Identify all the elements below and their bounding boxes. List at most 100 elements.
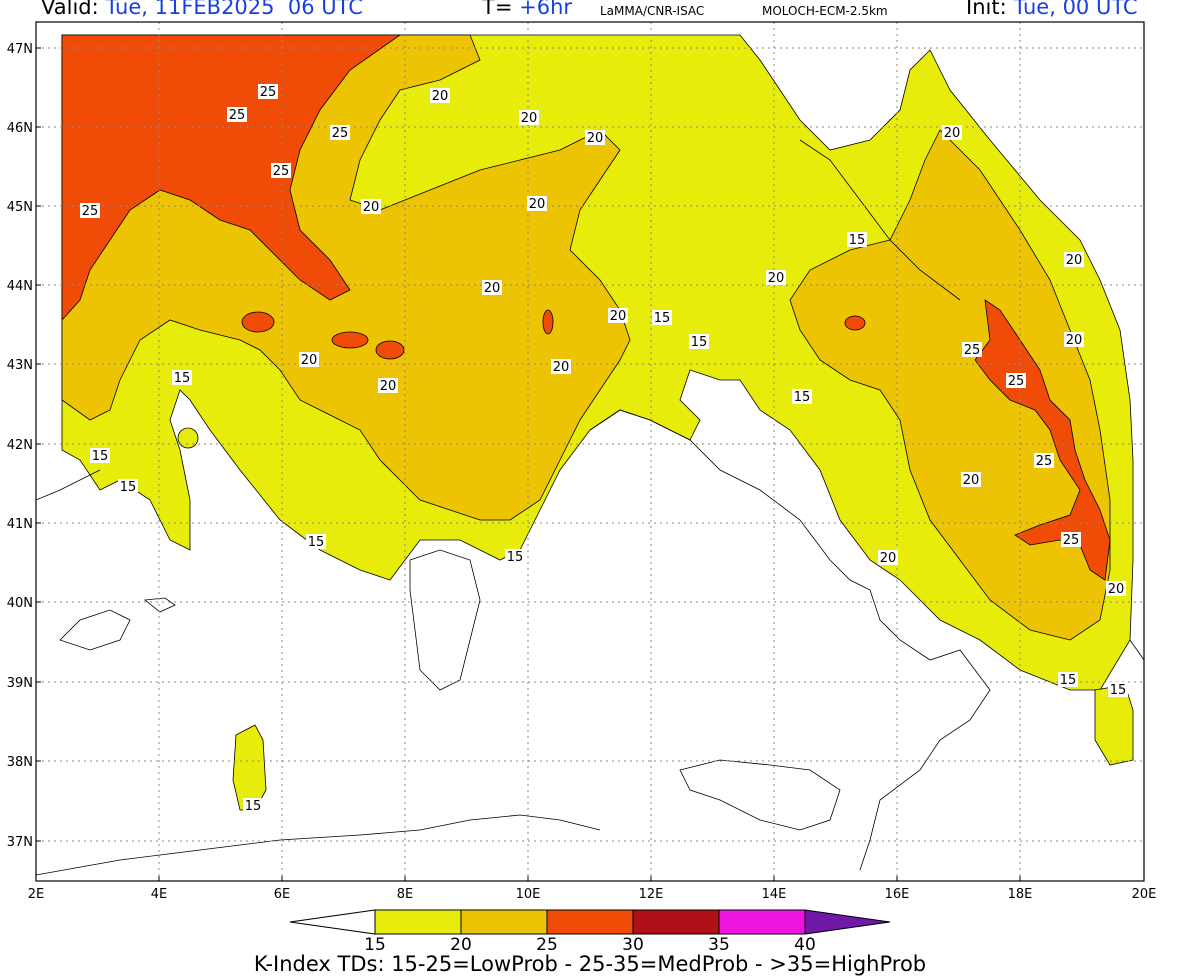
contour-value: 20 [553, 360, 570, 375]
forecast-step: T= +6hr [482, 0, 572, 20]
coastline-africa [36, 814, 601, 876]
map-frame [35, 21, 1145, 882]
contour-label: 20 [942, 125, 962, 141]
legend-caption: K-Index TDs: 15-25=LowProb - 25-35=MedPr… [253, 952, 927, 976]
contour-label: 15 [689, 334, 709, 350]
lat-tick-label: 37N [7, 835, 33, 850]
coastline-adriatic-east [799, 139, 961, 301]
contour-value: 20 [610, 309, 627, 324]
coastline-sardinia [409, 549, 481, 691]
contour-label: 20 [430, 88, 450, 104]
contour-value: 15 [308, 535, 325, 550]
contour-label: 15 [1058, 672, 1078, 688]
contour-label: 20 [1064, 252, 1084, 268]
lat-tick-label: 44N [7, 279, 33, 294]
contour-value: 25 [1036, 454, 1053, 469]
colorbar-label: 30 [622, 935, 644, 955]
lon-tick-label: 6E [274, 887, 291, 902]
k-index-25-30-spot [844, 315, 866, 331]
contour-label: 20 [878, 550, 898, 566]
contour-label: 15 [847, 232, 867, 248]
contour-label: 15 [505, 549, 525, 565]
contour-labels: 25 25 25 25 25 20 20 20 20 20 20 20 20 20 20 15 15 15 15 15… [80, 84, 1128, 814]
model-label: MOLOCH-ECM-2.5km [762, 4, 888, 18]
field-layer [36, 34, 1144, 876]
lon-tick-label: 12E [639, 887, 664, 902]
lat-tick-label: 40N [7, 596, 33, 611]
contour-label: 25 [1034, 453, 1054, 469]
contour-label: 15 [306, 534, 326, 550]
step-value: +6hr [519, 0, 573, 19]
contour-label: 15 [792, 389, 812, 405]
contour-value: 25 [332, 126, 349, 141]
lon-tick-label: 2E [28, 887, 45, 902]
contour-label: 20 [1064, 332, 1084, 348]
k-index-25-30-spot [375, 340, 405, 360]
coastlines [36, 139, 1144, 876]
contour-label: 20 [519, 110, 539, 126]
colorbar-35-40 [718, 909, 806, 935]
coastline-sicily [679, 759, 841, 831]
contour-value: 15 [92, 449, 109, 464]
k-index-20-25-east [789, 129, 1111, 641]
contour-value: 15 [245, 799, 262, 814]
contour-value: 25 [964, 343, 981, 358]
init-value: Tue, 00 UTC [1013, 0, 1138, 19]
contour-label: 20 [961, 472, 981, 488]
lat-tick-label: 41N [7, 517, 33, 532]
coastline-greece [1129, 639, 1144, 661]
lon-tick-label: 8E [397, 887, 414, 902]
lat-tick-labels: 47N 46N 45N 44N 43N 42N 41N 40N 39N 38N 37N [7, 42, 41, 850]
contour-value: 15 [1060, 673, 1077, 688]
contour-label: 15 [118, 479, 138, 495]
colorbar-label: 25 [536, 935, 558, 955]
lon-tick-label: 20E [1132, 887, 1157, 902]
lon-tick-label: 18E [1008, 887, 1033, 902]
init-key: Init: [966, 0, 1007, 19]
valid-time: Valid: Tue, 11FEB2025 06 UTC [41, 0, 363, 20]
colorbar-below-15 [289, 909, 376, 935]
contour-label: 20 [766, 270, 786, 286]
contour-label: 15 [243, 798, 263, 814]
contour-value: 20 [1108, 582, 1125, 597]
colorbar-20-25 [460, 909, 548, 935]
k-index-25-30-spot [241, 311, 275, 333]
contour-value: 15 [691, 335, 708, 350]
contour-label: 20 [482, 280, 502, 296]
contour-label: 20 [1106, 581, 1126, 597]
contour-label: 20 [378, 378, 398, 394]
lon-tick-labels: 2E 4E 6E 8E 10E 12E 14E 16E 18E 20E [28, 876, 1157, 902]
step-key: T= [482, 0, 513, 19]
k-index-25-30-area [61, 34, 402, 322]
contour-label: 20 [299, 352, 319, 368]
contour-label: 25 [330, 125, 350, 141]
contour-value: 20 [587, 131, 604, 146]
contour-value: 25 [1063, 533, 1080, 548]
graticule [36, 22, 1144, 881]
contour-value: 20 [380, 379, 397, 394]
contour-value: 15 [794, 390, 811, 405]
lon-tick-label: 10E [516, 887, 541, 902]
contour-value: 20 [529, 197, 546, 212]
contour-label: 25 [258, 84, 278, 100]
k-index-25-30-spot [331, 331, 369, 349]
contour-value: 20 [768, 271, 785, 286]
k-index-15-20-islet [232, 724, 267, 811]
contour-value: 15 [174, 371, 191, 386]
contour-value: 20 [963, 473, 980, 488]
coastline-italy [589, 409, 991, 871]
colorbar-label: 40 [794, 935, 816, 955]
contour-value: 25 [260, 85, 277, 100]
lat-tick-label: 39N [7, 676, 33, 691]
contour-value: 25 [82, 204, 99, 219]
contour-value: 20 [880, 551, 897, 566]
contour-value: 20 [432, 89, 449, 104]
lat-tick-label: 47N [7, 42, 33, 57]
lon-tick-label: 16E [885, 887, 910, 902]
colorbar-label: 35 [708, 935, 730, 955]
contour-label: 25 [271, 163, 291, 179]
contour-label: 20 [527, 196, 547, 212]
lon-tick-label: 14E [762, 887, 787, 902]
k-index-25-30-east [974, 299, 1111, 581]
